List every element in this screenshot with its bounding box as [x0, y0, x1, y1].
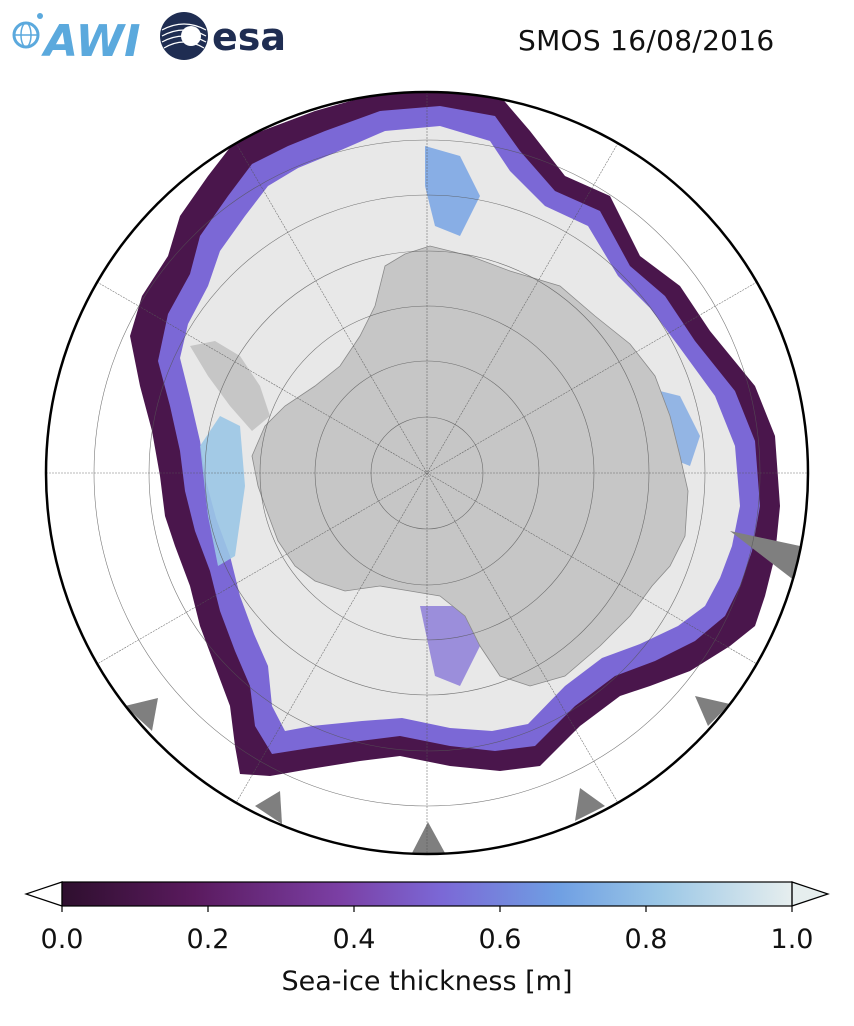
colorbar-tick-label: 0.6 [478, 924, 522, 955]
awi-logo-text: AWI [41, 16, 141, 62]
missing-data-wedge [125, 698, 158, 731]
missing-data-wedge [730, 531, 800, 581]
missing-data-wedge [575, 788, 605, 821]
colorbar-extend-min [24, 881, 63, 907]
colorbar-tick-label: 0.4 [332, 924, 376, 955]
sea-ice-map: . [44, 90, 810, 856]
sea-ice-thin-patch [425, 146, 480, 236]
awi-logo: AWI [12, 13, 141, 62]
meridians [46, 92, 808, 854]
colorbar-tick-label: 1.0 [770, 924, 814, 955]
colorbar-gradient [62, 882, 792, 906]
colorbar-tick-label: 0.8 [624, 924, 668, 955]
colorbar-label: Sea-ice thickness [m] [281, 966, 573, 997]
sea-ice-thin-patch [420, 606, 480, 686]
svg-text:.: . [420, 475, 421, 477]
colorbar-extend-max [791, 881, 830, 907]
missing-data-wedge [695, 696, 730, 726]
antarctica-land [190, 341, 270, 431]
map-title: SMOS 16/08/2016 [518, 24, 775, 57]
map-boundary [44, 90, 810, 856]
missing-data-wedge [412, 822, 445, 853]
antarctica-land [251, 245, 689, 687]
esa-logo: esa [160, 12, 286, 60]
colorbar-tick-label: 0.2 [186, 924, 230, 955]
colorbar-tick-label: 0.0 [40, 924, 84, 955]
sea-ice-thin-patch [200, 416, 245, 566]
esa-emblem-icon [160, 12, 208, 60]
esa-logo-text: esa [212, 15, 286, 59]
missing-data-wedge [255, 791, 282, 824]
colorbar [24, 881, 830, 912]
